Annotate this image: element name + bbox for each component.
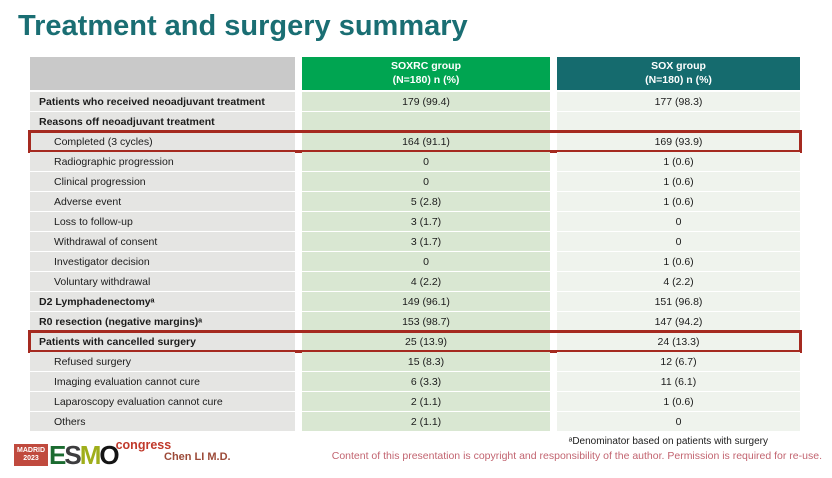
page-title: Treatment and surgery summary (18, 10, 468, 42)
row-label: Investigator decision (30, 252, 295, 272)
table-row: Voluntary withdrawal 4 (2.2) 4 (2.2) (30, 272, 800, 292)
sox-value: 1 (0.6) (557, 392, 800, 412)
sox-value: 169 (93.9) (557, 132, 800, 152)
summary-table: SOXRC group (N=180) n (%) SOX group (N=1… (28, 57, 802, 432)
row-label: Others (30, 412, 295, 432)
soxrc-value: 4 (2.2) (302, 272, 550, 292)
table-row: Investigator decision 0 1 (0.6) (30, 252, 800, 272)
header-cell-soxrc-group: SOXRC group (N=180) n (%) (302, 57, 550, 90)
sox-value: 1 (0.6) (557, 192, 800, 212)
soxrc-value: 25 (13.9) (302, 332, 550, 352)
sox-value: 1 (0.6) (557, 252, 800, 272)
soxrc-value: 2 (1.1) (302, 392, 550, 412)
soxrc-value: 0 (302, 152, 550, 172)
row-label: R0 resection (negative margins)ᵃ (30, 312, 295, 332)
soxrc-value (302, 112, 550, 132)
soxrc-value: 15 (8.3) (302, 352, 550, 372)
soxrc-value: 0 (302, 252, 550, 272)
esmo-letter-e: E (49, 440, 66, 470)
soxrc-value: 179 (99.4) (302, 92, 550, 112)
table-row: Adverse event 5 (2.8) 1 (0.6) (30, 192, 800, 212)
row-label: D2 Lymphadenectomyᵃ (30, 292, 295, 312)
table-row: Completed (3 cycles) 164 (91.1) 169 (93.9) (28, 130, 802, 153)
table-row: R0 resection (negative margins)ᵃ 153 (98.… (30, 312, 800, 332)
sox-value: 4 (2.2) (557, 272, 800, 292)
table-row: Withdrawal of consent 3 (1.7) 0 (30, 232, 800, 252)
soxrc-value: 3 (1.7) (302, 212, 550, 232)
esmo-congress-logo: MADRID 2023 ESMO congress (14, 438, 171, 468)
sox-value (557, 112, 800, 132)
table-row: Loss to follow-up 3 (1.7) 0 (30, 212, 800, 232)
sox-value: 0 (557, 232, 800, 252)
row-label: Loss to follow-up (30, 212, 295, 232)
row-label: Patients who received neoadjuvant treatm… (30, 92, 295, 112)
table-row: Others 2 (1.1) 0 (30, 412, 800, 432)
row-label: Reasons off neoadjuvant treatment (30, 112, 295, 132)
esmo-letter-s: S (64, 440, 81, 470)
sox-value: 0 (557, 212, 800, 232)
presenter-name: Chen LI M.D. (164, 451, 231, 463)
table-body: Patients who received neoadjuvant treatm… (28, 92, 802, 432)
esmo-letter-m: M (79, 440, 102, 470)
row-label: Clinical progression (30, 172, 295, 192)
row-label: Completed (3 cycles) (30, 132, 295, 152)
row-label: Imaging evaluation cannot cure (30, 372, 295, 392)
madrid-2023-badge: MADRID 2023 (14, 444, 48, 467)
header-cell-blank (30, 57, 295, 90)
esmo-letter-o: O (99, 440, 119, 470)
row-label: Laparoscopy evaluation cannot cure (30, 392, 295, 412)
soxrc-value: 6 (3.3) (302, 372, 550, 392)
sox-value: 151 (96.8) (557, 292, 800, 312)
soxrc-value: 164 (91.1) (302, 132, 550, 152)
soxrc-value: 5 (2.8) (302, 192, 550, 212)
soxrc-value: 153 (98.7) (302, 312, 550, 332)
row-label: Adverse event (30, 192, 295, 212)
sox-value: 12 (6.7) (557, 352, 800, 372)
row-label: Radiographic progression (30, 152, 295, 172)
sox-value: 177 (98.3) (557, 92, 800, 112)
soxrc-value: 3 (1.7) (302, 232, 550, 252)
table-row: Patients who received neoadjuvant treatm… (30, 92, 800, 112)
sox-value: 11 (6.1) (557, 372, 800, 392)
row-label: Patients with cancelled surgery (30, 332, 295, 352)
table-row: Radiographic progression 0 1 (0.6) (30, 152, 800, 172)
sox-value: 1 (0.6) (557, 152, 800, 172)
table-row: Patients with cancelled surgery 25 (13.9)… (28, 330, 802, 353)
sox-value: 147 (94.2) (557, 312, 800, 332)
table-row: Refused surgery 15 (8.3) 12 (6.7) (30, 352, 800, 372)
table-footnote: ᵃDenominator based on patients with surg… (568, 436, 768, 447)
table-row: Imaging evaluation cannot cure 6 (3.3) 11 … (30, 372, 800, 392)
soxrc-value: 149 (96.1) (302, 292, 550, 312)
esmo-logo-letters: ESMO (49, 440, 120, 470)
row-label: Withdrawal of consent (30, 232, 295, 252)
table-row: Laparoscopy evaluation cannot cure 2 (1.1… (30, 392, 800, 412)
copyright-notice: Content of this presentation is copyrigh… (331, 450, 822, 462)
soxrc-value: 2 (1.1) (302, 412, 550, 432)
table-header-row: SOXRC group (N=180) n (%) SOX group (N=1… (30, 57, 800, 90)
table-row: D2 Lymphadenectomyᵃ 149 (96.1) 151 (96.8) (30, 292, 800, 312)
table-row: Clinical progression 0 1 (0.6) (30, 172, 800, 192)
row-label: Refused surgery (30, 352, 295, 372)
row-label: Voluntary withdrawal (30, 272, 295, 292)
congress-label: congress (115, 438, 172, 452)
sox-value: 1 (0.6) (557, 172, 800, 192)
sox-value: 24 (13.3) (557, 332, 800, 352)
soxrc-value: 0 (302, 172, 550, 192)
table-row: Reasons off neoadjuvant treatment (30, 112, 800, 132)
sox-value: 0 (557, 412, 800, 432)
header-cell-sox-group: SOX group (N=180) n (%) (557, 57, 800, 90)
